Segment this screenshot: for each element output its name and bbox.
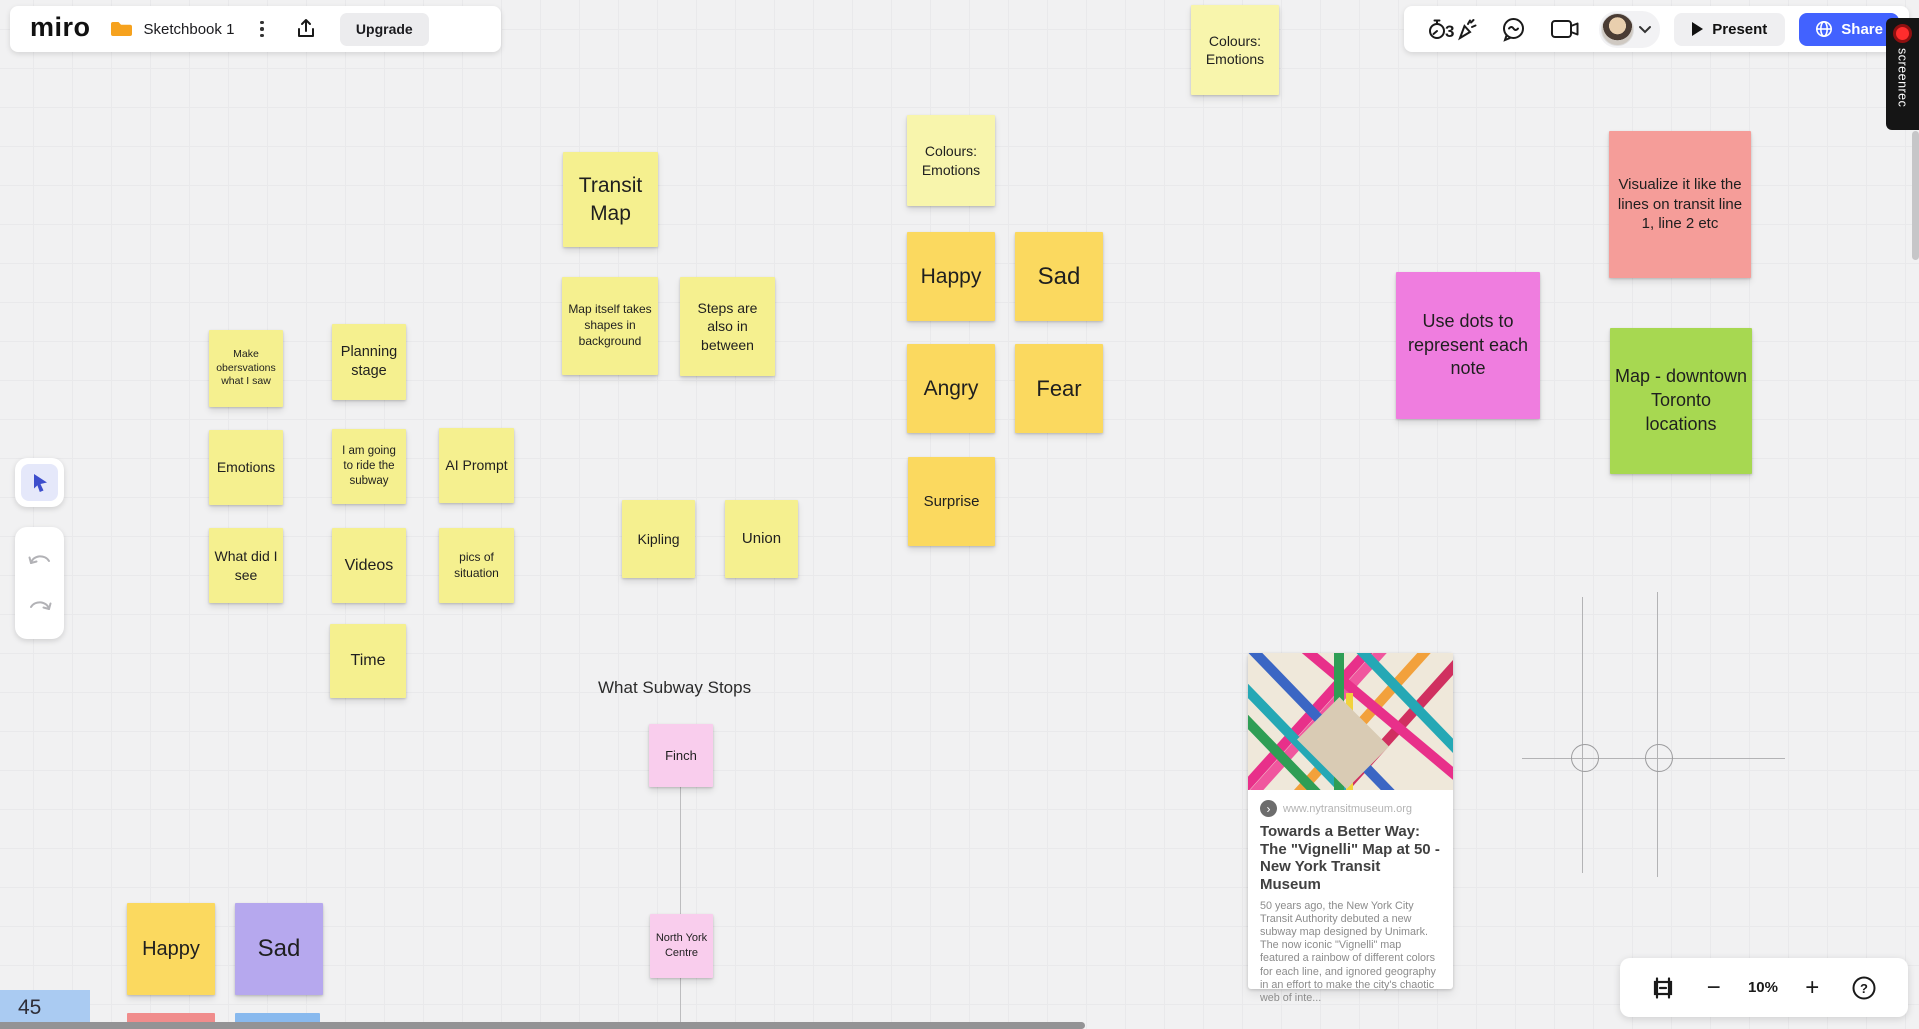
undo-redo-panel	[15, 527, 64, 639]
sticky-note-make-observations[interactable]: Make obersvations what I saw	[209, 330, 283, 407]
globe-icon	[1815, 20, 1833, 38]
vertical-scrollbar[interactable]	[1912, 131, 1919, 260]
zoom-level[interactable]: 10%	[1747, 979, 1778, 996]
sticky-note-pics-of-situation[interactable]: pics of situation	[439, 528, 514, 603]
account-menu[interactable]	[1599, 10, 1661, 48]
sticky-note-fear[interactable]: Fear	[1015, 344, 1103, 433]
sticky-note-what-did-i-see[interactable]: What did I see	[209, 528, 283, 603]
link-card-description: 50 years ago, the New York City Transit …	[1260, 899, 1436, 1004]
sticky-note-angry[interactable]: Angry	[907, 344, 995, 433]
sticky-note-steps-are[interactable]: Steps are also in between	[680, 277, 775, 376]
sticky-note-happy-top[interactable]: Happy	[907, 232, 995, 321]
sticky-note-north-york-centre[interactable]: North York Centre	[650, 914, 713, 978]
sticky-note-planning-stage[interactable]: Planning stage	[332, 324, 406, 400]
sticky-note-use-dots[interactable]: Use dots to represent each note	[1396, 272, 1540, 419]
zoom-in-button[interactable]: +	[1805, 973, 1820, 1001]
top-right-toolbar: 3 Present Share	[1404, 6, 1909, 52]
sticky-note-colours-emotions-1[interactable]: Colours: Emotions	[1191, 5, 1279, 95]
miro-logo[interactable]: miro	[30, 11, 91, 42]
svg-text:3: 3	[1445, 22, 1454, 41]
sticky-note-sad-bottom[interactable]: Sad	[235, 903, 323, 995]
video-chat-icon[interactable]	[1545, 13, 1585, 45]
sticky-note-emotions[interactable]: Emotions	[209, 430, 283, 505]
help-icon[interactable]: ?	[1847, 971, 1881, 1005]
facilitation-tools-icon[interactable]: 3	[1424, 12, 1482, 46]
zoom-out-button[interactable]: −	[1706, 973, 1721, 1001]
horizontal-scrollbar[interactable]	[0, 1022, 1085, 1029]
connector-line-finch-nyc[interactable]	[680, 787, 681, 914]
sticky-note-sad-top[interactable]: Sad	[1015, 232, 1103, 321]
sticky-note-happy-bottom[interactable]: Happy	[127, 903, 215, 995]
share-button[interactable]: Share	[1799, 12, 1899, 46]
sticky-note-kipling[interactable]: Kipling	[622, 500, 695, 578]
sticky-note-transit-map[interactable]: Transit Map	[563, 152, 658, 247]
sticky-note-ai-prompt[interactable]: AI Prompt	[439, 428, 514, 503]
upgrade-button[interactable]: Upgrade	[339, 12, 429, 46]
board-name[interactable]: Sketchbook 1	[143, 20, 235, 38]
sticky-note-time[interactable]: Time	[330, 624, 406, 698]
cursor-icon	[29, 472, 51, 494]
link-card-url: www.nytransitmuseum.org	[1283, 802, 1412, 815]
zoom-toolbar: − 10% + ?	[1620, 958, 1908, 1017]
sticky-note-union[interactable]: Union	[725, 500, 798, 578]
sketch-vertical-line-1[interactable]	[1582, 597, 1583, 873]
screenrec-overlay[interactable]: screenrec	[1886, 18, 1919, 130]
export-icon[interactable]	[290, 13, 322, 45]
sketch-station-circle-2[interactable]	[1645, 744, 1673, 772]
connector-line-nyc-below[interactable]	[680, 978, 681, 1022]
avatar	[1601, 12, 1635, 46]
select-tool-button[interactable]	[15, 458, 64, 507]
sketch-vertical-line-2[interactable]	[1657, 592, 1658, 877]
link-card-title: Towards a Better Way: The "Vignelli" Map…	[1260, 823, 1440, 894]
board-options-kebab-icon[interactable]	[260, 20, 264, 38]
sticky-note-map-downtown[interactable]: Map - downtown Toronto locations	[1610, 328, 1752, 474]
play-icon	[1692, 22, 1704, 36]
sticky-note-colours-emotions-2[interactable]: Colours: Emotions	[907, 115, 995, 206]
record-icon[interactable]	[1893, 24, 1912, 43]
sticky-note-visualize[interactable]: Visualize it like the lines on transit l…	[1609, 131, 1751, 278]
link-card-thumbnail-subway-map	[1248, 653, 1453, 790]
chevron-down-icon	[1638, 25, 1652, 34]
comments-icon[interactable]	[1496, 12, 1531, 46]
present-button[interactable]: Present	[1674, 12, 1786, 46]
sticky-note-surprise[interactable]: Surprise	[908, 457, 995, 546]
folder-icon	[109, 18, 134, 40]
redo-icon[interactable]	[23, 593, 57, 619]
link-card-url-row: › www.nytransitmuseum.org	[1260, 800, 1441, 817]
link-external-icon: ›	[1260, 800, 1277, 817]
sticky-note-finch[interactable]: Finch	[649, 724, 713, 787]
canvas-heading[interactable]: What Subway Stops	[598, 678, 752, 697]
sticky-note-i-am-going[interactable]: I am going to ride the subway	[332, 429, 406, 504]
top-left-toolbar: miro Sketchbook 1 Upgrade	[10, 6, 501, 52]
frame-number-label: 45	[18, 996, 42, 1019]
sticky-note-videos[interactable]: Videos	[332, 528, 406, 603]
fit-to-screen-icon[interactable]	[1647, 972, 1679, 1004]
link-card-nytransitmuseum[interactable]: › www.nytransitmuseum.org Towards a Bett…	[1248, 653, 1453, 1004]
svg-text:?: ?	[1860, 981, 1868, 996]
sticky-note-map-itself[interactable]: Map itself takes shapes in background	[562, 277, 658, 375]
screenrec-label: screenrec	[1895, 48, 1910, 108]
undo-icon[interactable]	[23, 547, 57, 573]
sketch-station-circle-1[interactable]	[1571, 744, 1599, 772]
